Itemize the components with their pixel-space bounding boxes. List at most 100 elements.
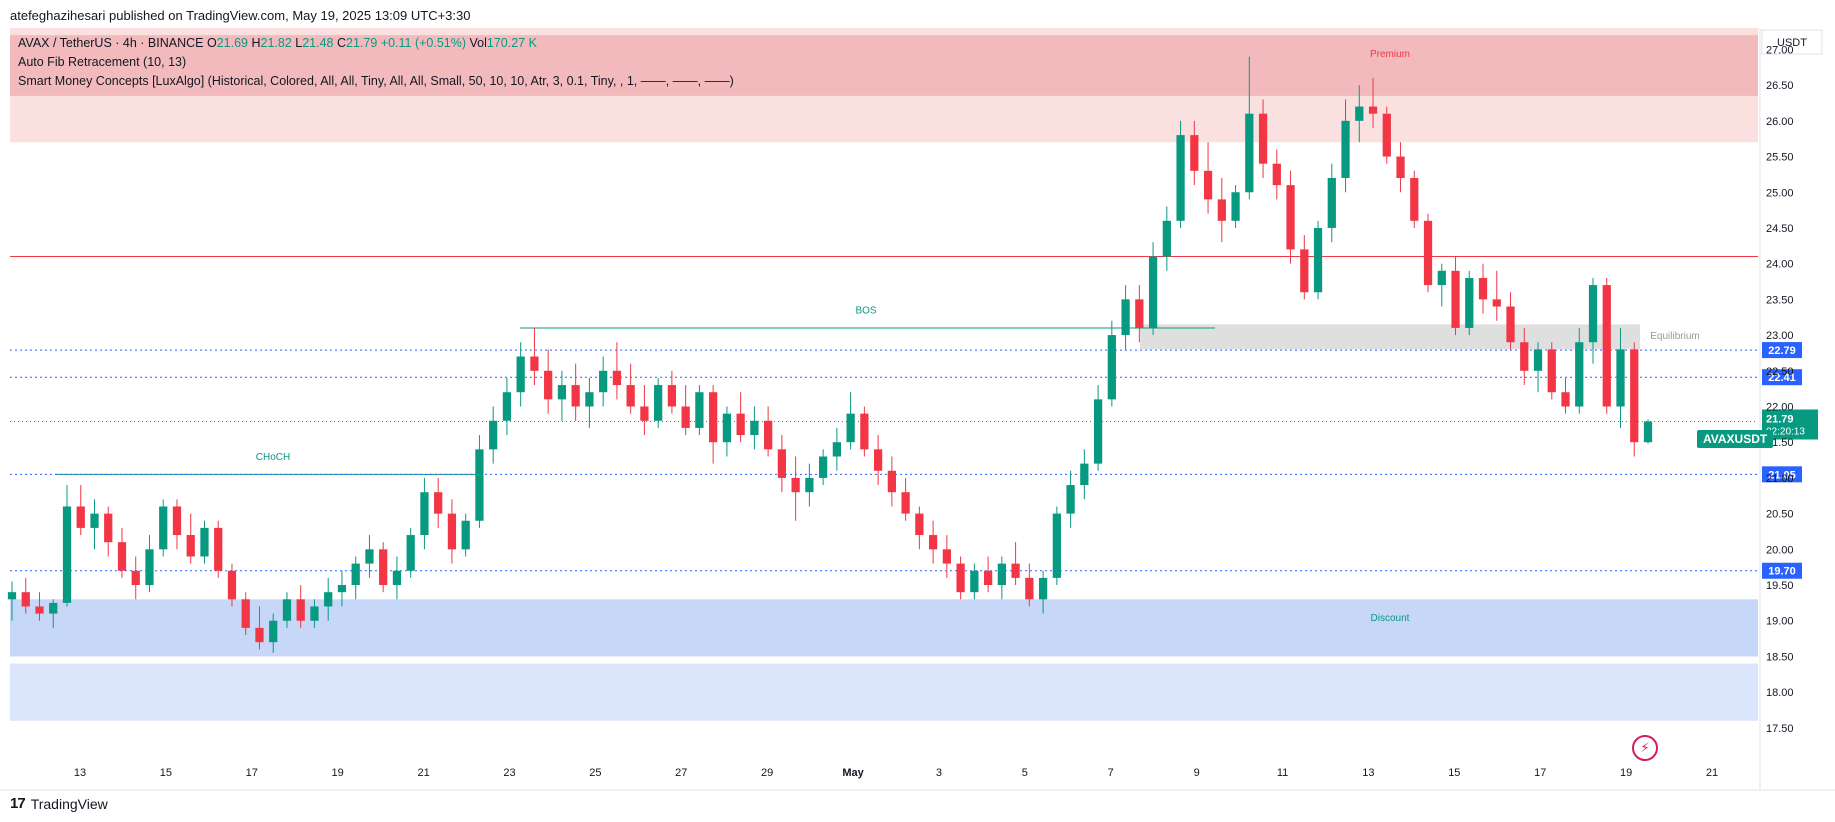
candle-body: [1478, 277, 1488, 300]
x-tick-label: May: [842, 767, 864, 779]
choch-label: CHoCH: [256, 452, 290, 463]
symbol-tag: AVAXUSDT: [1697, 430, 1774, 448]
y-tick-label: 26.00: [1766, 116, 1794, 128]
candle-body: [1355, 106, 1364, 121]
candle-body: [832, 442, 841, 457]
candle-body: [1437, 270, 1446, 286]
candle-body: [406, 535, 415, 571]
candle-body: [214, 527, 223, 571]
candle-body: [200, 527, 209, 557]
x-tick-label: 29: [761, 767, 773, 779]
candle-body: [1066, 485, 1075, 514]
candle-body: [873, 449, 883, 471]
candle-body: [420, 492, 429, 536]
candle-body: [1602, 285, 1611, 407]
candle-body: [1423, 220, 1433, 286]
x-tick-label: 17: [1534, 767, 1546, 779]
candle-body: [777, 449, 787, 478]
candle-body: [461, 520, 470, 550]
candle-body: [1011, 563, 1020, 578]
candle-body: [90, 513, 99, 528]
x-tick-label: 21: [1706, 767, 1718, 779]
ohlc-row[interactable]: AVAX / TetherUS · 4h · BINANCE O21.69 H2…: [18, 34, 734, 53]
candle-body: [1272, 163, 1281, 186]
price-tag-19.70: [1762, 562, 1802, 579]
tradingview-logo[interactable]: 17 TradingView: [10, 795, 108, 812]
candle-body: [1341, 120, 1350, 178]
candle-body: [1107, 335, 1116, 400]
candle-body: [667, 385, 677, 407]
bos-label: BOS: [855, 306, 876, 317]
candle-body: [1616, 349, 1625, 407]
candle-body: [1231, 192, 1240, 221]
candle-body: [1025, 577, 1034, 600]
candle-body: [846, 413, 855, 443]
candle-body: [571, 385, 580, 407]
candle-body: [62, 506, 72, 603]
price-tag-text-19.70: 19.70: [1768, 566, 1796, 578]
candle-body: [1643, 421, 1653, 443]
candle-body: [49, 602, 58, 614]
symbol-title[interactable]: AVAX / TetherUS · 4h · BINANCE: [18, 36, 204, 50]
y-tick-label: 18.00: [1766, 687, 1794, 699]
change-value: +0.11 (+0.51%): [380, 36, 467, 50]
candle-body: [310, 606, 319, 621]
candle-body: [805, 477, 814, 493]
candle-body: [324, 592, 333, 607]
indicator-smc[interactable]: Smart Money Concepts [LuxAlgo] (Historic…: [18, 74, 734, 88]
candle-body: [860, 413, 869, 450]
candle-body: [1162, 220, 1171, 257]
candle-body: [172, 506, 182, 536]
candle-body: [681, 406, 690, 428]
candle-body: [159, 506, 168, 550]
candle-body: [365, 549, 374, 564]
x-tick-label: 25: [589, 767, 601, 779]
candle-body: [296, 599, 305, 621]
candle-body: [557, 385, 567, 400]
candle-body: [942, 549, 951, 564]
candle-body: [1148, 256, 1158, 328]
candle-body: [887, 470, 896, 493]
candle-body: [227, 570, 237, 600]
price-tag-text-21.05: 21.05: [1768, 469, 1796, 481]
candle-body: [654, 385, 663, 421]
y-tick-label: 20.50: [1766, 509, 1794, 521]
y-tick-label: 27.00: [1766, 44, 1794, 56]
candle-body: [736, 413, 745, 436]
x-tick-label: 9: [1194, 767, 1200, 779]
candle-body: [1135, 299, 1144, 328]
price-tag-text-22.79: 22.79: [1768, 345, 1796, 357]
candle-body: [1382, 113, 1391, 157]
candle-body: [530, 356, 539, 371]
candle-body: [956, 563, 965, 593]
volume-value: 170.27 K: [486, 36, 537, 50]
lightning-icon[interactable]: ⚡: [1632, 735, 1658, 761]
x-tick-label: 13: [74, 767, 86, 779]
countdown-text: 02:20:13: [1766, 426, 1805, 437]
candle-body: [131, 570, 140, 586]
discount-label: Discount: [1371, 613, 1410, 624]
last-price-text: 21.79: [1766, 413, 1794, 425]
candle-body: [76, 506, 85, 528]
candle-body: [791, 477, 800, 493]
candle-body: [970, 570, 979, 593]
candle-body: [35, 606, 44, 614]
candle-body: [626, 385, 635, 407]
currency-box: [1761, 29, 1823, 55]
candle-body: [489, 420, 498, 450]
candle-body: [928, 535, 938, 550]
open-label: O: [206, 36, 217, 50]
candle-body: [709, 392, 718, 443]
price-tag-21.05: [1762, 466, 1802, 483]
candle-body: [351, 563, 360, 586]
candle-body: [1575, 342, 1584, 407]
y-tick-label: 25.50: [1766, 152, 1794, 164]
x-tick-label: 3: [936, 767, 942, 779]
indicator-fib[interactable]: Auto Fib Retracement (10, 13): [18, 55, 187, 69]
x-tick-label: 13: [1362, 767, 1374, 779]
x-tick-label: 5: [1022, 767, 1028, 779]
candle-body: [1300, 249, 1309, 293]
high-label: H: [251, 36, 261, 50]
candle-body: [1506, 306, 1515, 343]
